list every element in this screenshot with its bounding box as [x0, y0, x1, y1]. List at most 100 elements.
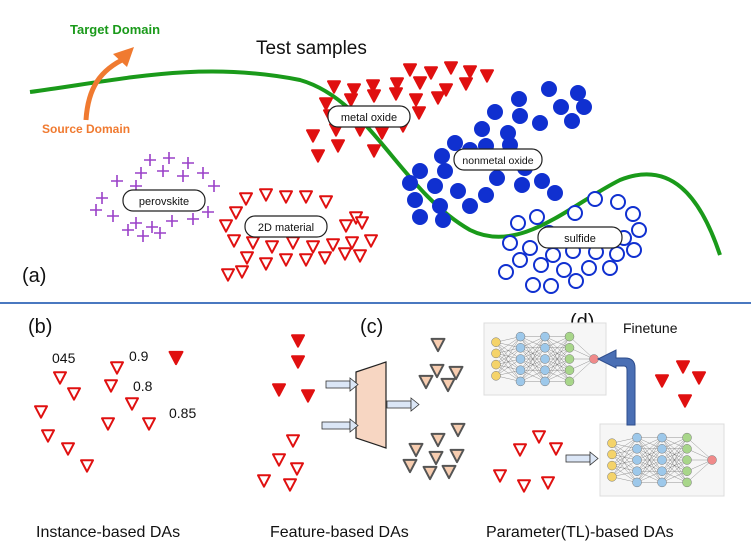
2d-material-marker: [219, 219, 233, 233]
network-node: [491, 337, 501, 347]
2d-material-marker: [259, 257, 273, 271]
weight-label-1: 045: [52, 350, 76, 366]
finetune-arrow: [596, 349, 636, 426]
2d-material-marker: [319, 195, 333, 209]
nonmetal-oxide-marker: [511, 91, 527, 107]
2d-material-marker: [229, 206, 243, 220]
nonmetal-oxide-marker: [402, 175, 418, 191]
perovskite-label: perovskite: [139, 196, 189, 208]
target-sample-marker: [291, 355, 305, 369]
network-edge: [544, 347, 570, 382]
network-node: [540, 343, 550, 353]
panel-c: (c) Feature-based DAs: [257, 316, 466, 541]
metal-oxide-marker: [389, 87, 403, 101]
source-sample-marker: [104, 379, 118, 393]
network-edge: [495, 358, 521, 376]
nonmetal-oxide-marker: [462, 198, 478, 214]
network-edge: [544, 336, 570, 371]
network-node: [682, 455, 692, 465]
network-edge: [661, 437, 688, 461]
nonmetal-oxide-marker: [407, 192, 423, 208]
sulfide-marker: [502, 235, 518, 251]
network-edge: [661, 437, 688, 472]
sample-markers: [90, 61, 647, 294]
perovskite-marker: [122, 224, 134, 236]
perovskite-label-box: perovskite: [122, 189, 206, 212]
domain-shift-arrow: [83, 55, 128, 121]
source-sample-marker: [517, 479, 531, 493]
2d-material-marker: [299, 190, 313, 204]
network-node: [632, 477, 642, 488]
source-sample-marker: [549, 442, 563, 456]
perovskite-marker: [157, 165, 169, 177]
perovskite-marker: [187, 213, 199, 225]
network-node: [657, 432, 667, 443]
network-node: [515, 376, 526, 387]
sulfide-marker: [567, 205, 583, 221]
network-edge: [661, 459, 688, 483]
output-arrow: [386, 397, 420, 412]
sulfide-marker: [525, 277, 541, 293]
pretrained-network-diagram: [483, 322, 607, 396]
perovskite-marker: [146, 221, 158, 233]
metal-oxide-marker: [439, 83, 453, 97]
network-node: [564, 376, 575, 387]
input-arrow-2: [321, 418, 359, 433]
network-edge: [520, 347, 546, 382]
network-node: [607, 449, 617, 460]
network-edge: [686, 437, 713, 461]
test-samples-title: Test samples: [256, 38, 367, 59]
sulfide-marker: [610, 194, 626, 210]
network-node: [515, 343, 526, 353]
network-node: [515, 365, 526, 375]
source-sample-marker: [286, 434, 300, 448]
network-node: [682, 444, 692, 454]
nonmetal-oxide-marker: [435, 212, 451, 228]
metal-oxide-marker: [413, 76, 427, 90]
network-edge: [636, 437, 663, 483]
feature-space-marker: [450, 422, 466, 438]
2d-material-marker: [259, 188, 273, 202]
source-sample-marker: [272, 453, 286, 467]
nonmetal-oxide-marker: [489, 170, 505, 186]
perovskite-marker: [177, 170, 189, 182]
sulfide-marker: [631, 222, 647, 238]
network-edge: [569, 358, 595, 382]
panel-c-markers: [257, 334, 466, 492]
feature-space-marker: [430, 432, 446, 448]
2d-material-marker: [318, 251, 332, 265]
perovskite-marker: [197, 167, 209, 179]
perovskite-marker: [163, 152, 175, 164]
source-sample-marker: [61, 442, 75, 456]
network-node: [632, 466, 642, 476]
panel-b-caption: Instance-based DAs: [36, 524, 180, 541]
perovskite-marker: [111, 175, 123, 187]
network-edge: [611, 437, 638, 455]
network-node: [707, 455, 717, 465]
network-node: [564, 354, 575, 364]
feature-space-marker: [449, 448, 465, 464]
metal-oxide-marker: [412, 106, 426, 120]
feature-space-marker: [402, 458, 418, 474]
network-node: [515, 354, 526, 364]
network-edge: [520, 336, 546, 360]
network-edge: [636, 448, 663, 483]
metal-oxide-marker: [390, 77, 404, 91]
feature-space-marker: [429, 363, 445, 379]
network-edge: [661, 437, 688, 483]
sulfide-marker: [529, 209, 545, 225]
panel-b: (b) 045 0.9 0.8 0.85 Instance-based DAs: [28, 316, 196, 541]
network-edge: [495, 336, 521, 365]
network-edge: [661, 448, 688, 483]
metal-oxide-label-box: metal oxide: [327, 105, 411, 128]
network-edge: [611, 437, 638, 477]
panel-d: (d) Finetune Parameter(TL)-based DAs: [483, 311, 725, 541]
panel-b-markers: [34, 350, 184, 473]
source-sample-marker: [101, 417, 115, 431]
nonmetal-oxide-marker: [434, 148, 450, 164]
source-domain-label: Source Domain: [42, 122, 130, 136]
2d-material-marker: [339, 219, 353, 233]
network-node: [540, 365, 550, 375]
network-node: [682, 432, 692, 443]
